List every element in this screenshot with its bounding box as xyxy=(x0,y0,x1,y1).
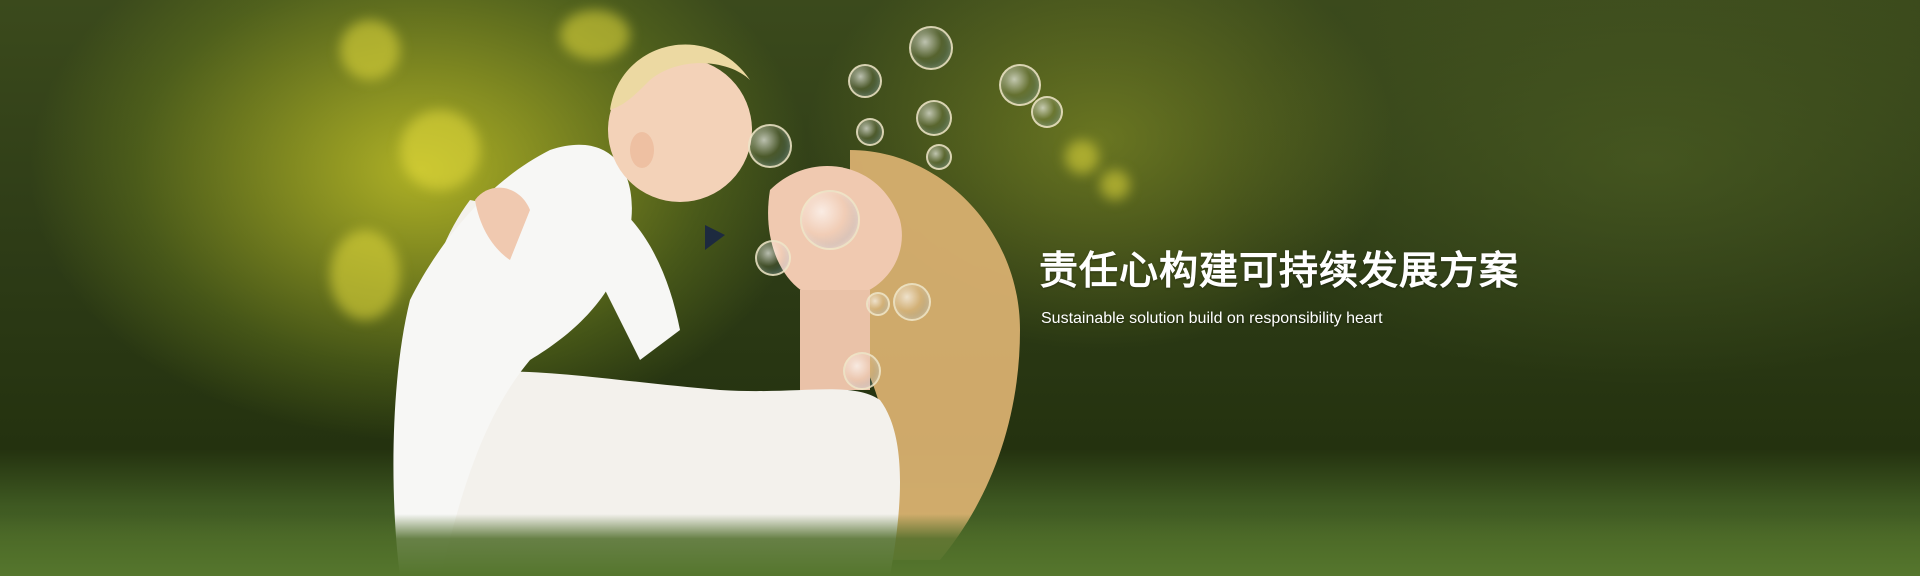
bubble xyxy=(999,64,1041,106)
bubble xyxy=(856,118,884,146)
bubble xyxy=(843,352,881,390)
grass-strip xyxy=(0,514,1920,576)
mother-kissing-baby-photo xyxy=(380,0,1040,576)
bokeh-light xyxy=(400,110,480,190)
bubble xyxy=(748,124,792,168)
bubble xyxy=(893,283,931,321)
bubble xyxy=(1031,96,1063,128)
bokeh-light xyxy=(330,230,400,320)
bubble xyxy=(800,190,860,250)
bubble xyxy=(926,144,952,170)
bokeh-light xyxy=(560,10,630,60)
bubble xyxy=(916,100,952,136)
bubble xyxy=(909,26,953,70)
photo-illustration xyxy=(393,44,1020,576)
banner-caption: 责任心构建可持续发展方案 Sustainable solution build … xyxy=(1039,240,1519,328)
bokeh-light xyxy=(340,20,400,80)
banner-subline: Sustainable solution build on responsibi… xyxy=(1041,310,1383,327)
bubble xyxy=(848,64,882,98)
bokeh-light xyxy=(1065,140,1099,174)
bubble xyxy=(755,240,791,276)
banner-headline: 责任心构建可持续发展方案 xyxy=(1039,249,1520,294)
bubble xyxy=(866,292,890,316)
bokeh-light xyxy=(1100,170,1130,200)
